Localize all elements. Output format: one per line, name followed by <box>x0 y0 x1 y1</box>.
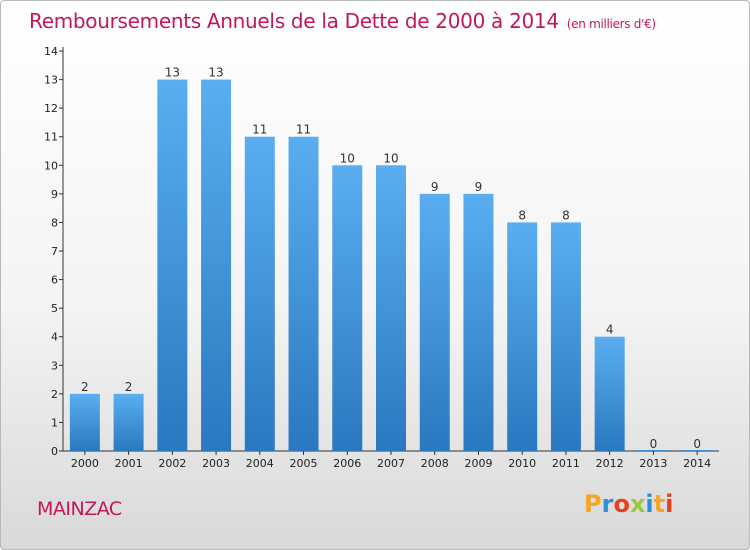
commune-name: MAINZAC <box>37 498 122 520</box>
y-tick-label: 6 <box>51 274 58 287</box>
logo-letter: r <box>601 490 614 518</box>
logo-letter: i <box>645 490 654 518</box>
y-tick-label: 14 <box>44 45 58 58</box>
bar <box>244 136 275 451</box>
logo-letter: x <box>629 490 646 518</box>
x-tick-label: 2012 <box>596 457 624 470</box>
x-tick-label: 2003 <box>202 457 230 470</box>
x-tick-label: 2002 <box>158 457 186 470</box>
y-tick-label: 10 <box>44 159 58 172</box>
bar <box>288 136 319 451</box>
bar-value-label: 13 <box>165 66 180 80</box>
logo-letter: o <box>613 490 630 518</box>
bar <box>332 165 363 452</box>
bar-value-label: 0 <box>693 437 701 451</box>
x-tick-label: 2004 <box>246 457 274 470</box>
bar <box>69 393 100 451</box>
y-tick-label: 1 <box>51 416 58 429</box>
x-tick-label: 2005 <box>290 457 318 470</box>
y-tick-label: 5 <box>51 302 58 315</box>
x-tick-label: 2006 <box>333 457 361 470</box>
bar <box>682 450 713 451</box>
bar <box>594 336 625 451</box>
y-tick-label: 2 <box>51 388 58 401</box>
bar <box>113 393 144 451</box>
y-tick-label: 12 <box>44 102 58 115</box>
bar <box>201 79 232 452</box>
chart-unit: (en milliers d'€) <box>566 17 656 31</box>
y-tick-label: 7 <box>51 245 58 258</box>
value-labels: 2 2 13 13 11 11 10 10 9 9 8 8 4 0 0 <box>81 66 701 451</box>
bar <box>507 222 538 451</box>
x-tick-label: 2011 <box>552 457 580 470</box>
logo-letter: t <box>653 490 666 518</box>
chart-title-text: Remboursements Annuels de la Dette de 20… <box>29 9 559 33</box>
y-tick-label: 11 <box>44 131 58 144</box>
bar-value-label: 4 <box>606 323 614 337</box>
bar <box>157 79 188 452</box>
y-tick-label: 8 <box>51 216 58 229</box>
logo-letter: P <box>584 490 602 518</box>
bar-value-label: 8 <box>518 208 526 222</box>
proxiti-logo: Proxiti <box>584 490 673 518</box>
x-tick-label: 2013 <box>639 457 667 470</box>
bar-value-label: 2 <box>125 380 133 394</box>
bar-value-label: 0 <box>650 437 658 451</box>
bar <box>376 165 406 452</box>
bar-value-label: 10 <box>340 151 355 165</box>
y-tick-label: 4 <box>51 331 58 344</box>
y-tick-label: 0 <box>51 445 58 458</box>
x-tick-label: 2008 <box>421 457 449 470</box>
y-tick-label: 3 <box>51 359 58 372</box>
logo-letter: i <box>665 490 674 518</box>
x-tick-label: 2000 <box>71 457 99 470</box>
x-tick-label: 2009 <box>464 457 492 470</box>
chart-title: Remboursements Annuels de la Dette de 20… <box>29 9 656 33</box>
bar-value-label: 13 <box>208 66 223 80</box>
x-tick-label: 2014 <box>683 457 711 470</box>
y-tick-label: 13 <box>44 74 58 87</box>
bar <box>419 193 450 451</box>
bar-value-label: 10 <box>383 151 398 165</box>
x-tick-label: 2010 <box>508 457 536 470</box>
bar-value-label: 11 <box>252 123 267 137</box>
bar-value-label: 8 <box>562 208 570 222</box>
bar-value-label: 9 <box>475 180 483 194</box>
x-tick-label: 2001 <box>115 457 143 470</box>
y-tick-label: 9 <box>51 188 58 201</box>
bar <box>463 193 494 451</box>
bar <box>550 222 581 451</box>
x-tick-label: 2007 <box>377 457 405 470</box>
bar-value-label: 9 <box>431 180 439 194</box>
bars <box>69 79 713 452</box>
bar <box>638 450 669 451</box>
bar-value-label: 2 <box>81 380 89 394</box>
bar-value-label: 11 <box>296 123 311 137</box>
